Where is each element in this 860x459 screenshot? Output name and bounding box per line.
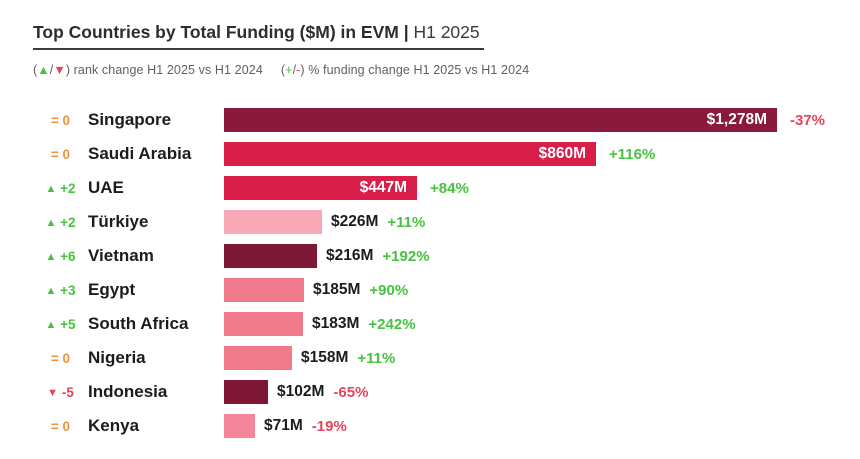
rank-change-indicator: ▲ +6 — [45, 248, 76, 264]
rank-change-indicator: = 0 — [50, 350, 71, 366]
funding-bar: $860M — [224, 142, 596, 166]
rank-change-indicator: ▼ -5 — [47, 384, 74, 400]
funding-bar — [224, 210, 322, 234]
legend-rank-group: (▲/▼) rank change H1 2025 vs H1 2024 — [33, 63, 263, 77]
country-label: Saudi Arabia — [88, 144, 192, 163]
rank-change-indicator: ▲ +2 — [45, 180, 76, 196]
bar-track: $447M +84% — [224, 176, 860, 200]
bar-track: $71M -19% — [224, 414, 860, 438]
rank-change-indicator: ▲ +3 — [45, 282, 76, 298]
chart-title-main: Top Countries by Total Funding ($M) in E… — [33, 22, 399, 42]
funding-value-label: $158M — [301, 349, 349, 366]
bar-track: $102M -65% — [224, 380, 860, 404]
slash: / — [49, 63, 54, 77]
bar-track: $216M +192% — [224, 244, 860, 268]
bar-track: $226M +11% — [224, 210, 860, 234]
chart-row: = 0 Singapore $1,278M -37% — [33, 103, 860, 137]
chart-row: ▲ +6 Vietnam $216M +192% — [33, 239, 860, 273]
legend-funding-group: (+/-) % funding change H1 2025 vs H1 202… — [281, 63, 529, 77]
funding-value-label: $183M — [312, 315, 360, 332]
rank-change-indicator: = 0 — [50, 418, 71, 434]
pct-change-label: +11% — [357, 349, 396, 367]
funding-bar: $447M — [224, 176, 417, 200]
funding-bar — [224, 244, 317, 268]
funding-value-label: $216M — [326, 247, 374, 264]
bar-chart-rows: = 0 Singapore $1,278M -37% = 0 Saudi Arabia $8… — [33, 103, 860, 443]
rank-change-indicator: = 0 — [50, 146, 71, 162]
funding-value-label: $860M — [538, 145, 586, 162]
country-label: Singapore — [88, 110, 172, 129]
bar-track: $183M +242% — [224, 312, 860, 336]
pct-change-label: +192% — [382, 247, 430, 265]
bar-track: $185M +90% — [224, 278, 860, 302]
pct-change-label: -37% — [790, 111, 826, 129]
bar-track: $860M +116% — [224, 142, 860, 166]
pct-change-label: +11% — [387, 213, 426, 231]
rank-change-indicator: ▲ +5 — [45, 316, 76, 332]
country-label: Egypt — [88, 280, 136, 299]
rank-down-triangle-icon: ▼ — [53, 63, 66, 77]
funding-value-label: $226M — [331, 213, 379, 230]
pct-change-label: +84% — [430, 179, 469, 197]
pct-change-label: +242% — [368, 315, 416, 333]
funding-value-label: $447M — [359, 179, 407, 196]
pct-change-label: -65% — [333, 383, 369, 401]
chart-row: ▲ +2 Türkiye $226M +11% — [33, 205, 860, 239]
funding-bar: $1,278M — [224, 108, 777, 132]
funding-bar — [224, 380, 268, 404]
paren-open: ( — [280, 63, 286, 77]
bar-track: $1,278M -37% — [224, 108, 860, 132]
funding-bar — [224, 312, 303, 336]
funding-bar — [224, 278, 304, 302]
bar-track: $158M +11% — [224, 346, 860, 370]
chart-legend: (▲/▼) rank change H1 2025 vs H1 2024 (+/-… — [33, 63, 860, 77]
chart-title-period: H1 2025 — [413, 22, 480, 42]
funding-value-label: $185M — [313, 281, 361, 298]
chart-title-separator: | — [398, 22, 414, 42]
country-label: Kenya — [88, 416, 140, 435]
country-label: South Africa — [88, 314, 189, 333]
minus-symbol: - — [296, 63, 301, 77]
funding-bar — [224, 346, 292, 370]
chart-row: = 0 Kenya $71M -19% — [33, 409, 860, 443]
funding-value-label: $102M — [277, 383, 325, 400]
legend-funding-text: ) % funding change H1 2025 vs H1 2024 — [300, 63, 530, 77]
rank-up-triangle-icon: ▲ — [37, 63, 50, 77]
chart-row: ▲ +5 South Africa $183M +242% — [33, 307, 860, 341]
paren-open: ( — [33, 63, 38, 77]
country-label: Indonesia — [88, 382, 168, 401]
plus-symbol: + — [285, 63, 293, 77]
chart-title: Top Countries by Total Funding ($M) in E… — [33, 22, 484, 50]
chart-row: = 0 Saudi Arabia $860M +116% — [33, 137, 860, 171]
funding-bar — [224, 414, 255, 438]
rank-change-indicator: ▲ +2 — [45, 214, 76, 230]
pct-change-label: -19% — [311, 417, 347, 435]
pct-change-label: +116% — [609, 145, 656, 163]
chart-row: ▲ +2 UAE $447M +84% — [33, 171, 860, 205]
country-label: Nigeria — [88, 348, 146, 367]
slash: / — [292, 63, 297, 77]
chart-row: ▼ -5 Indonesia $102M -65% — [33, 375, 860, 409]
country-label: UAE — [88, 178, 124, 197]
chart-row: ▲ +3 Egypt $185M +90% — [33, 273, 860, 307]
rank-change-indicator: = 0 — [50, 112, 71, 128]
funding-value-label: $71M — [264, 417, 303, 434]
country-label: Vietnam — [88, 246, 154, 265]
chart-row: = 0 Nigeria $158M +11% — [33, 341, 860, 375]
pct-change-label: +90% — [369, 281, 409, 299]
legend-rank-text: ) rank change H1 2025 vs H1 2024 — [65, 63, 263, 77]
funding-chart: Top Countries by Total Funding ($M) in E… — [33, 22, 860, 443]
funding-value-label: $1,278M — [706, 111, 767, 128]
country-label: Türkiye — [88, 212, 149, 231]
